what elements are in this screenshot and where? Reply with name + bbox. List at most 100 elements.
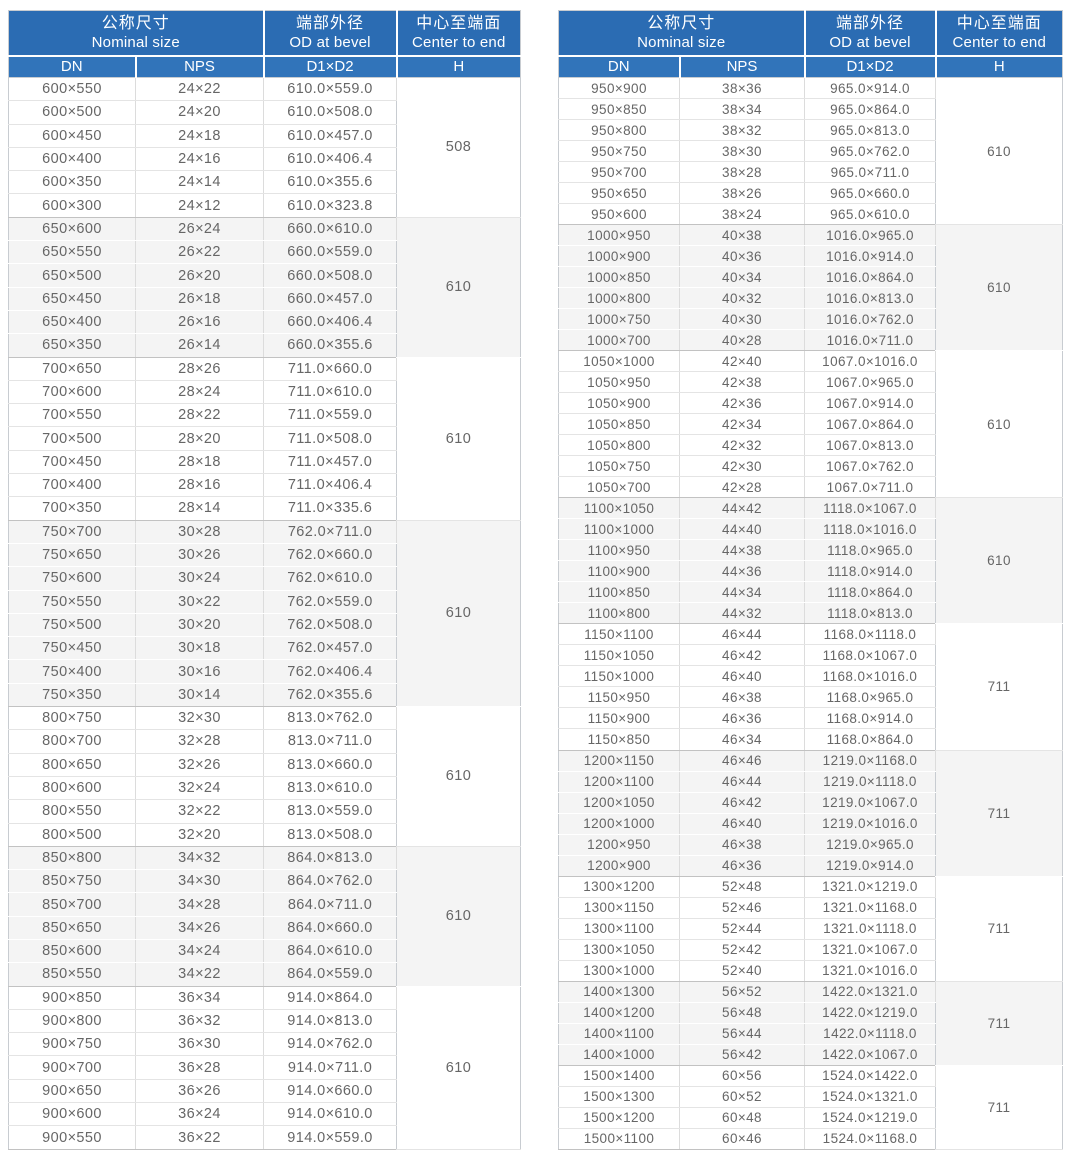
- d1xd2-cell: 965.0×711.0: [804, 161, 937, 184]
- nps-cell: 32×24: [135, 776, 265, 801]
- d1xd2-cell: 762.0×457.0: [263, 636, 398, 661]
- dn-cell: 700×400: [8, 473, 136, 498]
- dn-cell: 1000×750: [558, 308, 680, 331]
- nps-cell: 46×40: [679, 665, 806, 688]
- header-od-en: OD at bevel: [829, 34, 911, 52]
- table-row: 1150×950 46×38 1168.0×965.0: [558, 686, 1063, 709]
- d1xd2-cell: 610.0×457.0: [263, 124, 398, 148]
- table-row: 850×550 34×22 864.0×559.0: [8, 962, 521, 987]
- d1xd2-cell: 1067.0×711.0: [804, 476, 937, 499]
- nps-cell: 44×32: [679, 602, 806, 625]
- nps-cell: 46×44: [679, 771, 806, 793]
- d1xd2-cell: 1067.0×864.0: [804, 413, 937, 436]
- nps-cell: 46×36: [679, 855, 806, 877]
- table-row: 650×450 26×18 660.0×457.0: [8, 287, 521, 311]
- d1xd2-cell: 1219.0×1118.0: [804, 771, 937, 793]
- d1xd2-cell: 1321.0×1118.0: [804, 918, 937, 940]
- d1xd2-cell: 711.0×508.0: [263, 426, 398, 451]
- nps-cell: 38×32: [679, 119, 806, 142]
- d1xd2-cell: 660.0×406.4: [263, 310, 398, 335]
- nps-cell: 42×28: [679, 476, 806, 499]
- nps-cell: 42×40: [679, 350, 806, 373]
- h-cell: 711: [935, 876, 1063, 982]
- nps-cell: 28×24: [135, 380, 265, 405]
- table-row: 1100×1050 44×42 1118.0×1067.0 610: [558, 497, 1063, 625]
- d1xd2-cell: 1067.0×1016.0: [804, 350, 937, 373]
- table-row: 700×350 28×14 711.0×335.6: [8, 496, 521, 521]
- nps-cell: 34×24: [135, 939, 265, 964]
- dn-cell: 950×800: [558, 119, 680, 142]
- nps-cell: 38×28: [679, 161, 806, 184]
- table-header: 公称尺寸 Nominal size 端部外径 OD at bevel 中心至端面…: [558, 10, 1063, 78]
- dn-cell: 750×400: [8, 659, 136, 684]
- table-header: 公称尺寸 Nominal size 端部外径 OD at bevel 中心至端面…: [8, 10, 521, 78]
- table-row: 900×750 36×30 914.0×762.0: [8, 1032, 521, 1057]
- nps-cell: 44×36: [679, 560, 806, 583]
- column-header-d1xd2: D1×D2: [263, 55, 398, 78]
- table-row: 1500×1100 60×46 1524.0×1168.0: [558, 1128, 1063, 1151]
- dn-cell: 950×750: [558, 140, 680, 163]
- table-row: 1400×1000 56×42 1422.0×1067.0: [558, 1044, 1063, 1066]
- d1xd2-cell: 914.0×660.0: [263, 1079, 398, 1104]
- d1xd2-cell: 1067.0×762.0: [804, 455, 937, 478]
- table-row: 1150×1100 46×44 1168.0×1118.0 711: [558, 623, 1063, 751]
- d1xd2-cell: 1524.0×1321.0: [804, 1086, 937, 1108]
- h-cell: 711: [935, 1065, 1063, 1151]
- nps-cell: 28×26: [135, 357, 265, 381]
- h-cell: 610: [935, 497, 1063, 625]
- nps-cell: 38×30: [679, 140, 806, 163]
- table-row: 850×800 34×32 864.0×813.0 610: [8, 846, 521, 987]
- d1xd2-cell: 1067.0×813.0: [804, 434, 937, 457]
- dn-cell: 600×400: [8, 147, 136, 172]
- nps-cell: 32×28: [135, 729, 265, 754]
- d1xd2-cell: 864.0×762.0: [263, 869, 398, 894]
- header-od-at-bevel: 端部外径 OD at bevel: [804, 10, 937, 57]
- table-row: 750×600 30×24 762.0×610.0: [8, 566, 521, 591]
- nps-cell: 34×28: [135, 892, 265, 917]
- table-body-right: 950×900 38×36 965.0×914.0 610 950×850 38×34 96…: [558, 77, 1063, 1151]
- table-row: 800×600 32×24 813.0×610.0: [8, 776, 521, 801]
- table-row: 950×800 38×32 965.0×813.0: [558, 119, 1063, 142]
- d1xd2-cell: 864.0×559.0: [263, 962, 398, 987]
- dn-cell: 1200×900: [558, 855, 680, 877]
- d1xd2-cell: 711.0×406.4: [263, 473, 398, 498]
- nps-cell: 42×38: [679, 371, 806, 394]
- table-row: 850×750 34×30 864.0×762.0: [8, 869, 521, 894]
- dn-cell: 1100×850: [558, 581, 680, 604]
- table-row: 1050×850 42×34 1067.0×864.0: [558, 413, 1063, 436]
- table-row: 900×550 36×22 914.0×559.0: [8, 1125, 521, 1150]
- table-row: 1100×850 44×34 1118.0×864.0: [558, 581, 1063, 604]
- table-row: 700×650 28×26 711.0×660.0 610: [8, 357, 521, 521]
- dn-cell: 750×500: [8, 613, 136, 638]
- dn-cell: 650×550: [8, 240, 136, 265]
- nps-cell: 30×18: [135, 636, 265, 661]
- table-row: 1200×1000 46×40 1219.0×1016.0: [558, 813, 1063, 835]
- d1xd2-cell: 1321.0×1168.0: [804, 897, 937, 919]
- dn-cell: 1200×1150: [558, 750, 680, 772]
- nps-cell: 36×22: [135, 1125, 265, 1150]
- nps-cell: 60×46: [679, 1128, 806, 1151]
- table-row: 1050×1000 42×40 1067.0×1016.0 610: [558, 350, 1063, 499]
- dn-cell: 1150×850: [558, 728, 680, 751]
- d1xd2-cell: 864.0×813.0: [263, 846, 398, 871]
- dn-cell: 1000×850: [558, 266, 680, 289]
- table-row: 950×900 38×36 965.0×914.0 610: [558, 77, 1063, 226]
- table-row: 900×650 36×26 914.0×660.0: [8, 1079, 521, 1104]
- d1xd2-cell: 1168.0×914.0: [804, 707, 937, 730]
- nps-cell: 56×44: [679, 1023, 806, 1045]
- table-row: 650×600 26×24 660.0×610.0 610: [8, 217, 521, 358]
- dn-cell: 1050×800: [558, 434, 680, 457]
- nps-cell: 28×22: [135, 403, 265, 428]
- table-row: 600×450 24×18 610.0×457.0: [8, 124, 521, 148]
- dn-cell: 1150×900: [558, 707, 680, 730]
- d1xd2-cell: 914.0×864.0: [263, 986, 398, 1010]
- d1xd2-cell: 1422.0×1219.0: [804, 1002, 937, 1024]
- d1xd2-cell: 1016.0×711.0: [804, 329, 937, 352]
- dn-cell: 1100×800: [558, 602, 680, 625]
- dn-cell: 900×650: [8, 1079, 136, 1104]
- d1xd2-cell: 914.0×813.0: [263, 1009, 398, 1034]
- dn-cell: 1100×1000: [558, 518, 680, 541]
- table-row: 600×350 24×14 610.0×355.6: [8, 170, 521, 195]
- table-row: 800×650 32×26 813.0×660.0: [8, 753, 521, 777]
- table-row: 1000×700 40×28 1016.0×711.0: [558, 329, 1063, 352]
